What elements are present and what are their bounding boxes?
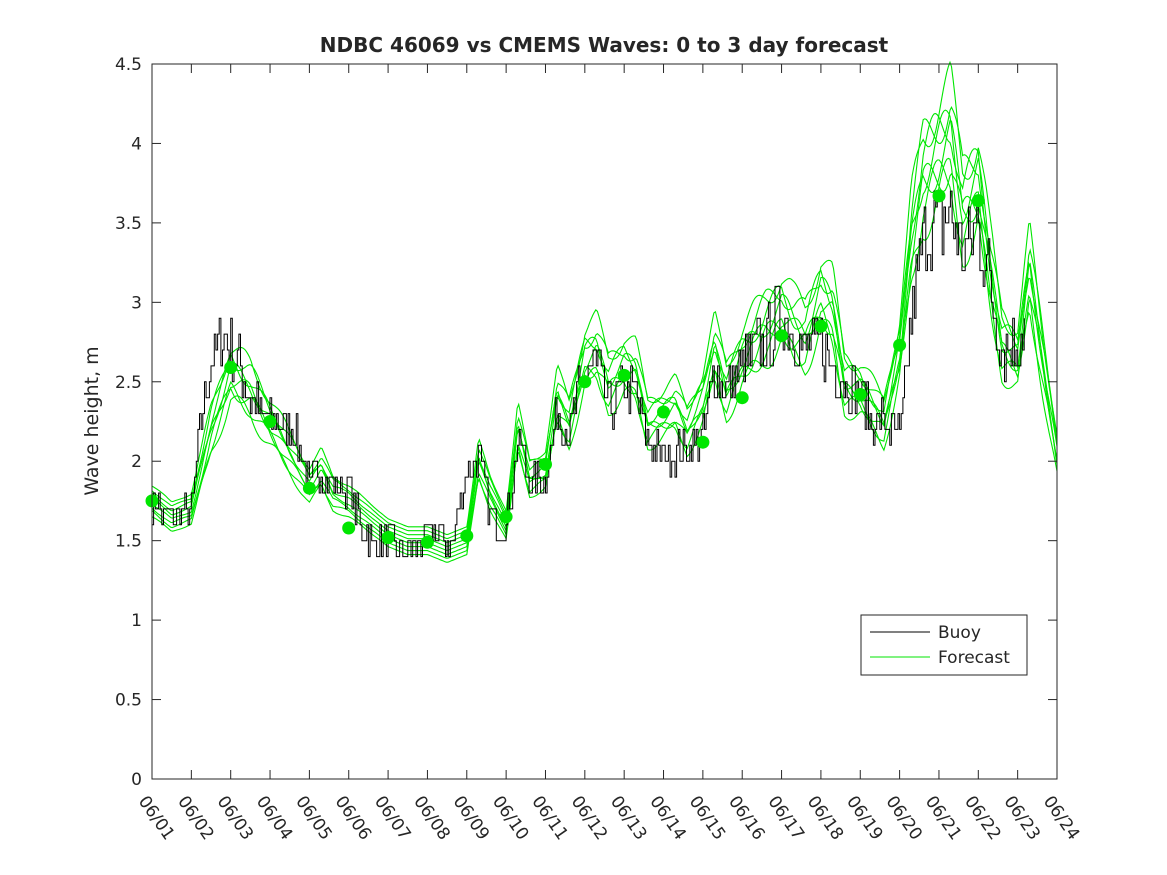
- x-tick-label: 06/20: [882, 792, 926, 844]
- x-tick-label: 06/10: [488, 792, 532, 844]
- x-tick-label: 06/09: [449, 792, 493, 844]
- legend-box: [860, 614, 1028, 676]
- x-tick-label: 06/12: [567, 792, 611, 844]
- forecast-marker: [263, 415, 277, 428]
- y-tick-label: 3.5: [115, 214, 142, 234]
- forecast-marker: [775, 329, 789, 343]
- forecast-marker: [302, 481, 316, 495]
- forecast-marker: [499, 510, 513, 524]
- plot-frame: [151, 63, 1058, 780]
- forecast-marker: [539, 457, 552, 471]
- x-tick-label: 06/21: [921, 792, 965, 844]
- x-tick-label: 06/19: [842, 792, 886, 844]
- forecast-marker: [971, 194, 985, 208]
- forecast-marker: [735, 391, 749, 405]
- x-tick-label: 06/04: [252, 792, 296, 844]
- y-tick-label: 3: [131, 293, 142, 313]
- forecast-marker: [657, 405, 670, 419]
- chart-title: NDBC 46069 vs CMEMS Waves: 0 to 3 day fo…: [320, 33, 889, 57]
- forecast-marker: [460, 529, 474, 543]
- forecast-marker: [224, 361, 238, 374]
- x-tick-label: 06/05: [291, 792, 335, 844]
- forecast-line: [151, 60, 1058, 535]
- forecast-line: [151, 162, 1058, 555]
- forecast-marker: [578, 375, 592, 389]
- forecast-marker: [853, 388, 867, 401]
- x-tick-label: 06/07: [370, 792, 414, 844]
- forecast-marker: [696, 435, 710, 449]
- x-tick-label: 06/08: [409, 792, 453, 844]
- y-tick-label: 2: [131, 452, 142, 472]
- x-tick-label: 06/03: [213, 792, 257, 844]
- y-tick-label: 0.5: [115, 691, 142, 711]
- y-tick-label: 1: [131, 611, 142, 631]
- y-tick-label: 4.5: [115, 55, 142, 75]
- y-tick-label: 4: [131, 134, 142, 154]
- x-tick-label: 06/23: [1000, 792, 1044, 844]
- x-tick-label: 06/13: [606, 792, 650, 844]
- forecast-marker: [381, 531, 395, 544]
- x-tick-label: 06/22: [960, 792, 1004, 844]
- x-tick-label: 06/14: [645, 792, 689, 844]
- forecast-marker: [342, 521, 356, 535]
- x-tick-label: 06/16: [724, 792, 768, 844]
- y-axis: 0 0.5 1 1.5 2 2.5 3 3.5 4 4.5: [115, 55, 1057, 790]
- forecast-marker: [814, 319, 828, 333]
- y-axis-label: Wave height, m: [81, 346, 103, 495]
- x-tick-label: 06/18: [803, 792, 847, 844]
- y-tick-label: 2.5: [115, 373, 142, 393]
- x-tick-label: 06/06: [331, 792, 375, 844]
- x-tick-label: 06/02: [173, 792, 217, 844]
- forecast-marker: [617, 368, 631, 382]
- x-tick-label: 06/15: [685, 792, 729, 844]
- forecast-line: [151, 157, 1058, 563]
- legend-forecast-label: Forecast: [938, 648, 1010, 668]
- buoy-line: [152, 190, 1025, 558]
- x-tick-label: 06/01: [134, 792, 178, 844]
- x-tick-label: 06/11: [527, 792, 571, 844]
- x-tick-label: 06/17: [763, 792, 807, 844]
- forecast-marker: [932, 189, 946, 203]
- legend: Buoy Forecast: [860, 614, 1028, 676]
- forecast-marker: [893, 338, 907, 352]
- y-tick-label: 0: [131, 770, 142, 790]
- forecast-line: [151, 113, 1058, 543]
- forecast-marker: [420, 535, 434, 549]
- x-axis: 06/0106/0206/0306/0406/0506/0606/0706/08…: [134, 64, 1083, 844]
- forecast-line: [151, 159, 1058, 559]
- legend-buoy-label: Buoy: [938, 623, 981, 643]
- x-tick-label: 06/24: [1039, 792, 1083, 844]
- plot-data: [145, 60, 1058, 563]
- y-tick-label: 1.5: [115, 532, 142, 552]
